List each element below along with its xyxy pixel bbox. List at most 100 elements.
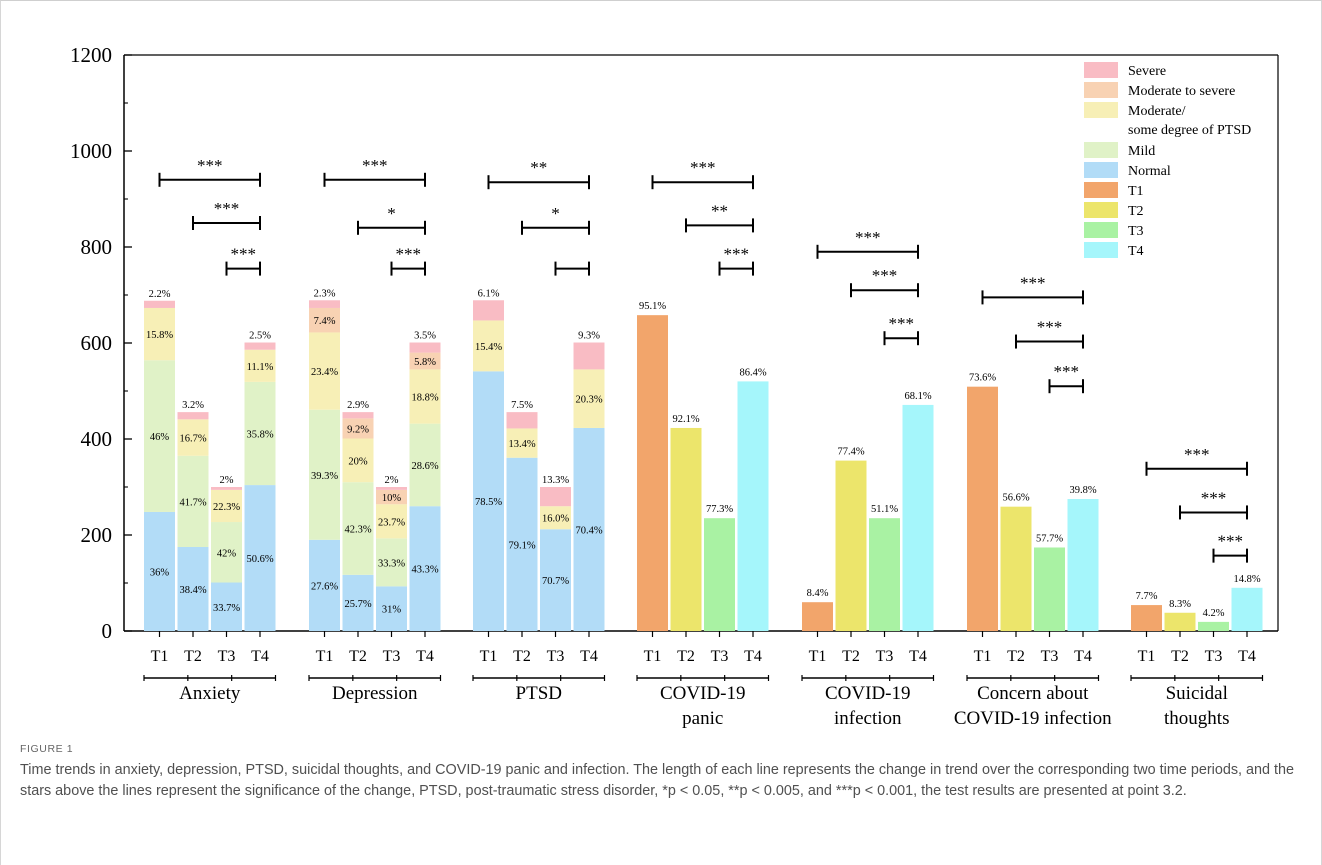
data-label: 36%: [150, 567, 170, 578]
bar-segment-normal: [376, 586, 407, 631]
y-tick-label: 200: [81, 523, 113, 547]
data-label: 39.3%: [311, 471, 338, 482]
data-label: 42.3%: [344, 525, 371, 536]
data-label: 39.8%: [1069, 485, 1096, 496]
data-label: 33.3%: [378, 558, 405, 569]
significance-stars: ***: [197, 156, 223, 175]
y-tick-label: 1000: [70, 139, 112, 163]
legend-label: some degree of PTSD: [1128, 123, 1251, 138]
data-label: 77.4%: [837, 447, 864, 458]
data-label: 86.4%: [739, 367, 766, 378]
data-label: 22.3%: [213, 502, 240, 513]
bar-t4: [902, 404, 934, 631]
legend-label: T3: [1128, 224, 1144, 239]
bar-segment-normal: [506, 457, 538, 631]
significance-stars: ***: [1218, 532, 1244, 551]
data-label: 70.7%: [542, 576, 569, 587]
data-label: 79.1%: [508, 540, 535, 551]
bar-segment-mild: [144, 360, 175, 512]
data-label: 77.3%: [706, 504, 733, 515]
group-label: PTSD: [516, 683, 562, 704]
data-label: 13.3%: [542, 475, 569, 486]
significance-stars: *: [387, 204, 396, 223]
data-label: 16.7%: [179, 434, 206, 445]
legend-swatch: [1084, 82, 1118, 98]
bar-segment-moderate: [342, 438, 374, 483]
legend-swatch: [1084, 182, 1118, 198]
bar-segment-moderate: [309, 332, 340, 410]
significance-stars: ***: [231, 245, 257, 264]
bar-segment-moderate: [244, 349, 276, 382]
x-tick-label: T3: [876, 648, 894, 665]
bar-t2: [835, 460, 867, 631]
data-label: 14.8%: [1233, 574, 1260, 585]
data-label: 7.7%: [1136, 591, 1158, 602]
bar-t3: [704, 518, 735, 631]
bar-segment-mild: [376, 538, 407, 587]
bar-t3: [869, 518, 900, 631]
bar-segment-mild: [177, 455, 209, 547]
data-label: 25.7%: [344, 599, 371, 610]
data-label: 11.1%: [247, 362, 274, 373]
data-label: 78.5%: [475, 497, 502, 508]
bar-segment-moderate: [540, 506, 571, 530]
data-label: 15.8%: [146, 330, 173, 341]
x-tick-label: T4: [416, 648, 434, 665]
x-tick-label: T4: [251, 648, 269, 665]
bar-segment-moderate: [177, 419, 209, 456]
figure-caption-text: Time trends in anxiety, depression, PTSD…: [20, 762, 1295, 799]
x-tick-label: T4: [1238, 648, 1256, 665]
bar-segment-severe: [309, 300, 340, 308]
x-tick-label: T2: [842, 648, 860, 665]
bar-segment-moderate-to-severe: [376, 489, 407, 505]
group-label: thoughts: [1164, 708, 1229, 729]
x-tick-label: T3: [547, 648, 565, 665]
y-tick-label: 600: [81, 331, 113, 355]
data-label: 2.2%: [149, 289, 171, 300]
group-label: infection: [834, 708, 902, 729]
x-tick-label: T1: [974, 648, 992, 665]
legend-label: T2: [1128, 204, 1144, 219]
x-tick-label: T3: [218, 648, 236, 665]
data-label: 92.1%: [672, 414, 699, 425]
legend-swatch: [1084, 162, 1118, 178]
bar-segment-normal: [309, 539, 340, 631]
x-tick-label: T4: [744, 648, 762, 665]
y-tick-label: 800: [81, 235, 113, 259]
bar-segment-normal: [342, 574, 374, 631]
data-label: 41.7%: [179, 497, 206, 508]
legend-label: Severe: [1128, 64, 1166, 79]
bar-segment-normal: [244, 485, 276, 631]
x-tick-label: T2: [184, 648, 202, 665]
x-tick-label: T4: [1074, 648, 1092, 665]
group-label: Depression: [332, 683, 418, 704]
data-label: 3.2%: [182, 400, 204, 411]
bar-segment-severe: [144, 300, 175, 308]
x-tick-label: T1: [809, 648, 827, 665]
significance-stars: ***: [396, 245, 422, 264]
bar-t2: [1164, 612, 1196, 631]
data-label: 28.6%: [411, 461, 438, 472]
significance-stars: ***: [889, 314, 915, 333]
bar-segment-mild: [309, 409, 340, 540]
bar-t4: [737, 381, 769, 631]
data-label: 43.3%: [411, 565, 438, 576]
bar-segment-normal: [211, 582, 242, 631]
bar-segment-moderate: [573, 369, 605, 428]
data-label: 23.4%: [311, 367, 338, 378]
bar-segment-moderate-to-severe: [409, 352, 441, 370]
group-label: Concern about: [977, 683, 1089, 704]
x-tick-label: T3: [1205, 648, 1223, 665]
data-label: 56.6%: [1002, 493, 1029, 504]
bar-t1: [967, 386, 998, 631]
significance-stars: ***: [855, 228, 881, 247]
bar-t1: [802, 602, 833, 631]
bar-segment-normal: [540, 529, 571, 631]
legend-label: Normal: [1128, 164, 1171, 179]
x-tick-label: T2: [1171, 648, 1189, 665]
bar-segment-moderate: [506, 428, 538, 458]
bar-segment-moderate: [144, 307, 175, 361]
data-label: 95.1%: [639, 301, 666, 312]
data-label: 18.8%: [411, 393, 438, 404]
data-label: 16.0%: [542, 514, 569, 525]
